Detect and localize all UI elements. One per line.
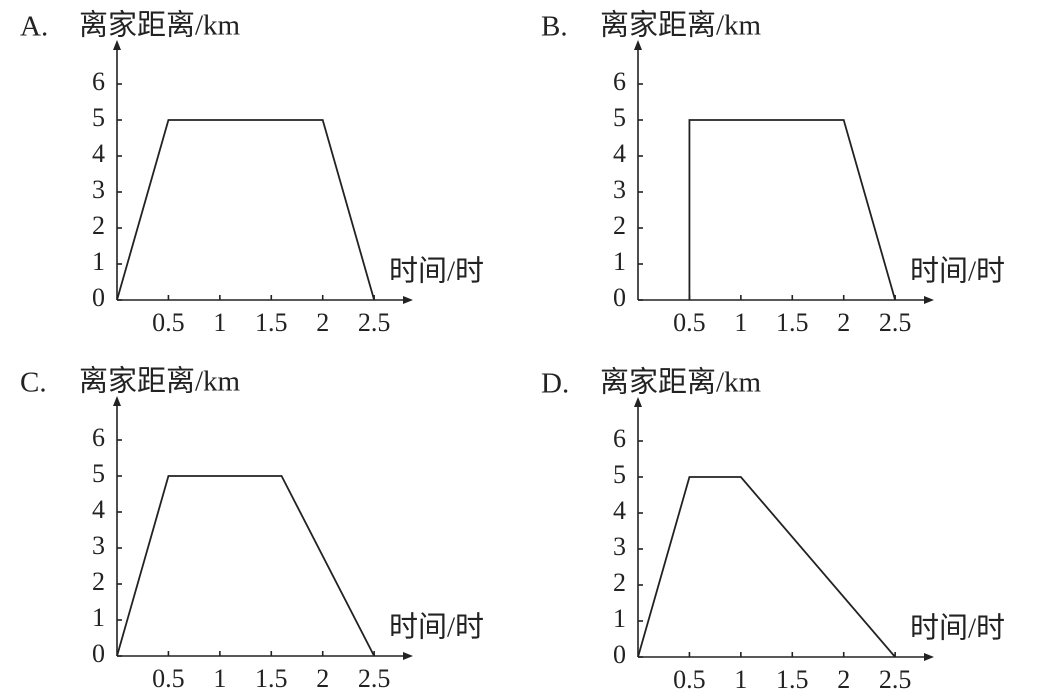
panel-label: B. bbox=[541, 11, 568, 43]
x-tick-label: 2.5 bbox=[879, 665, 912, 694]
y-tick-label: 6 bbox=[92, 67, 105, 96]
y-tick-label: 2 bbox=[92, 211, 105, 240]
x-tick-label: 2.5 bbox=[879, 308, 912, 337]
x-axis-title: 时间/时 bbox=[910, 612, 1005, 645]
x-tick-label: 1 bbox=[213, 308, 226, 337]
y-axis-title: 离家距离/km bbox=[600, 366, 762, 399]
y-tick-label: 5 bbox=[613, 103, 626, 132]
panel-label: D. bbox=[541, 368, 569, 400]
y-tick-label: 4 bbox=[92, 495, 105, 524]
y-axis-title: 离家距离/km bbox=[79, 365, 241, 398]
x-tick-label: 1.5 bbox=[255, 664, 288, 693]
x-tick-label: 1.5 bbox=[776, 665, 809, 694]
y-tick-label: 6 bbox=[613, 67, 626, 96]
y-tick-label: 4 bbox=[92, 139, 105, 168]
x-tick-label: 0.5 bbox=[673, 308, 706, 337]
y-arrow bbox=[634, 397, 642, 407]
data-line bbox=[637, 476, 896, 658]
y-tick-label: 5 bbox=[613, 460, 626, 489]
y-tick-label: 3 bbox=[92, 531, 105, 560]
x-tick-label: 2.5 bbox=[358, 664, 391, 693]
x-tick-label: 2 bbox=[316, 664, 329, 693]
y-tick-label: 0 bbox=[613, 283, 626, 312]
y-tick-label: 1 bbox=[92, 247, 105, 276]
x-axis-title: 时间/时 bbox=[910, 255, 1005, 288]
x-tick-label: 0.5 bbox=[152, 664, 185, 693]
y-tick-label: 6 bbox=[613, 424, 626, 453]
x-tick-label: 0.5 bbox=[673, 665, 706, 694]
y-tick-label: 2 bbox=[613, 568, 626, 597]
panel-label: A. bbox=[20, 11, 48, 43]
y-tick-label: 0 bbox=[92, 283, 105, 312]
data-line bbox=[116, 119, 376, 301]
y-tick-label: 1 bbox=[613, 247, 626, 276]
x-tick-label: 2.5 bbox=[358, 308, 391, 337]
x-tick-label: 2 bbox=[837, 308, 850, 337]
x-arrow bbox=[924, 296, 934, 304]
x-tick-label: 1 bbox=[734, 665, 747, 694]
y-axis-title: 离家距离/km bbox=[600, 9, 762, 42]
y-tick-label: 2 bbox=[92, 567, 105, 596]
y-arrow bbox=[113, 40, 121, 50]
data-line bbox=[116, 475, 375, 657]
y-tick-label: 3 bbox=[613, 175, 626, 204]
x-tick-label: 1 bbox=[734, 308, 747, 337]
x-tick-label: 2 bbox=[316, 308, 329, 337]
data-line bbox=[688, 119, 897, 301]
x-axis-title: 时间/时 bbox=[389, 611, 484, 644]
y-tick-label: 0 bbox=[613, 640, 626, 669]
x-tick-label: 1 bbox=[213, 664, 226, 693]
y-tick-label: 5 bbox=[92, 103, 105, 132]
x-arrow bbox=[403, 652, 413, 660]
y-tick-label: 6 bbox=[92, 423, 105, 452]
y-tick-label: 1 bbox=[613, 604, 626, 633]
y-arrow bbox=[113, 396, 121, 406]
panel-label: C. bbox=[20, 367, 47, 399]
x-tick-label: 0.5 bbox=[152, 308, 185, 337]
y-tick-label: 4 bbox=[613, 139, 626, 168]
y-tick-label: 1 bbox=[92, 603, 105, 632]
y-tick-label: 0 bbox=[92, 639, 105, 668]
y-tick-label: 4 bbox=[613, 496, 626, 525]
y-axis-title: 离家距离/km bbox=[79, 9, 241, 42]
x-tick-label: 1.5 bbox=[255, 308, 288, 337]
y-tick-label: 5 bbox=[92, 459, 105, 488]
x-arrow bbox=[924, 653, 934, 661]
y-arrow bbox=[634, 40, 642, 50]
x-arrow bbox=[403, 296, 413, 304]
x-axis-title: 时间/时 bbox=[389, 255, 484, 288]
y-tick-label: 3 bbox=[92, 175, 105, 204]
y-tick-label: 2 bbox=[613, 211, 626, 240]
x-tick-label: 1.5 bbox=[776, 308, 809, 337]
x-tick-label: 2 bbox=[837, 665, 850, 694]
y-tick-label: 3 bbox=[613, 532, 626, 561]
